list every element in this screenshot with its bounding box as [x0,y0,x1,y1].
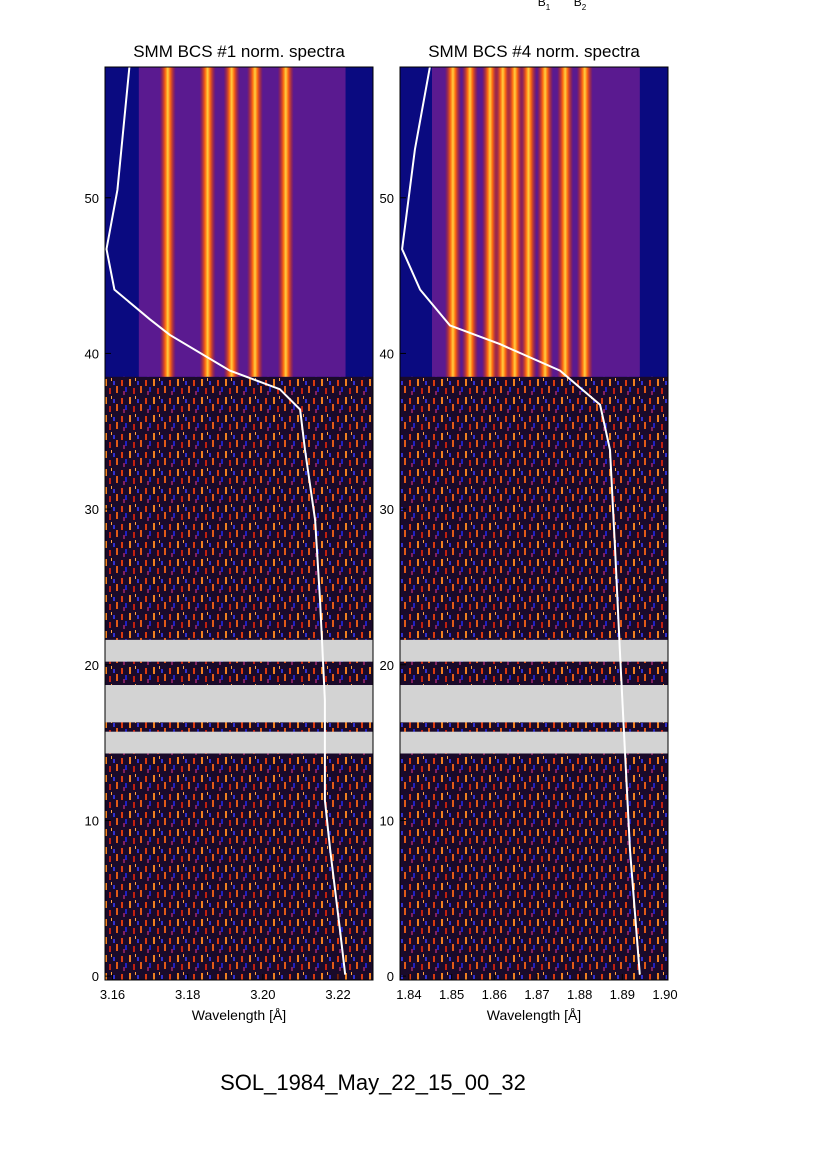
y-tick-label: 50 [380,191,394,206]
data-gap [400,731,668,754]
data-gap [400,685,668,723]
y-tick-label: 0 [387,969,394,984]
y-tick-label: 10 [85,813,99,828]
y-tick-label: 0 [92,969,99,984]
frame [104,66,374,981]
y-tick-label: 10 [380,813,394,828]
emission-line [557,67,574,377]
x-tick-label: 1.88 [567,987,592,1002]
panel [400,67,668,980]
emission-line [506,67,523,377]
x-tick-label: 1.87 [524,987,549,1002]
panel-title: SMM BCS #4 norm. spectra [428,42,640,61]
emission-line [444,67,461,377]
x-tick-label: 3.18 [175,987,200,1002]
y-tick-label: 20 [380,658,394,673]
footer: SOL_1984_May_22_15_00_32 [220,1070,526,1095]
x-axis-label: Wavelength [Å] [487,1007,581,1023]
x-axis-label: Wavelength [Å] [192,1007,286,1023]
emission-line [520,67,537,377]
panel [105,67,373,980]
emission-line [461,67,478,377]
emission-line [277,67,294,377]
top-label-text: B [574,0,582,9]
top-label: B1 [538,0,551,12]
top-label-sub: 1 [546,3,551,12]
top-label-text: B [538,0,546,9]
x-tick-label: 1.86 [482,987,507,1002]
emission-line [199,67,216,377]
y-tick-label: 40 [380,346,394,361]
y-tick-label: 40 [85,346,99,361]
top-label: B2 [574,0,587,12]
x-tick-label: 3.20 [250,987,275,1002]
y-tick-label: 30 [380,502,394,517]
panel-title: SMM BCS #1 norm. spectra [133,42,345,61]
emission-line [576,67,593,377]
data-gap [105,639,373,662]
x-tick-label: 1.85 [439,987,464,1002]
data-gap [400,639,668,662]
y-tick-label: 30 [85,502,99,517]
emission-line [482,67,499,377]
x-tick-label: 1.89 [610,987,635,1002]
emission-line [246,67,263,377]
emission-line [223,67,240,377]
emission-line [537,67,554,377]
x-tick-label: 3.22 [325,987,350,1002]
data-gap [105,731,373,754]
light-curve [401,67,641,975]
x-tick-label: 1.84 [396,987,421,1002]
y-tick-label: 50 [85,191,99,206]
x-tick-label: 1.90 [652,987,677,1002]
y-tick-label: 20 [85,658,99,673]
frame [399,66,669,981]
data-gap [105,685,373,723]
light-curve [105,67,347,975]
x-tick-label: 3.16 [100,987,125,1002]
top-label-sub: 2 [582,3,587,12]
emission-line [159,67,176,377]
